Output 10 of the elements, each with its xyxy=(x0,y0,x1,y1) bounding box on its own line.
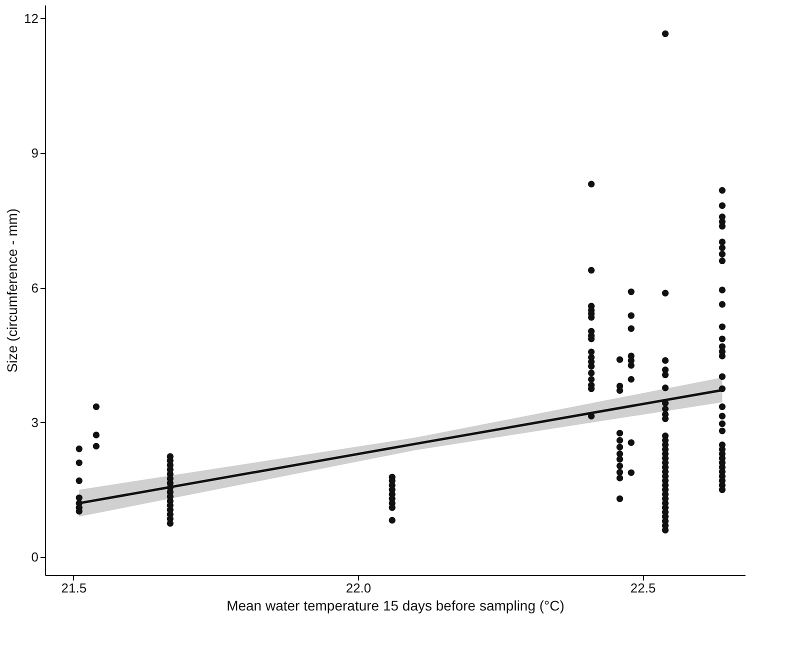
y-axis-title: Size (circumference - mm) xyxy=(4,208,20,373)
y-tick-label: 9 xyxy=(31,146,38,161)
x-tick-label: 22.5 xyxy=(630,580,656,596)
x-tick-label: 21.5 xyxy=(61,580,87,596)
y-tick-label: 12 xyxy=(24,10,38,26)
y-tick-label: 6 xyxy=(31,280,38,296)
y-tick-label: 3 xyxy=(31,414,38,430)
x-tick-label: 22.0 xyxy=(346,580,372,596)
x-axis-title: Mean water temperature 15 days before sampling (°C) xyxy=(226,598,564,614)
y-tick-label: 0 xyxy=(31,550,38,565)
